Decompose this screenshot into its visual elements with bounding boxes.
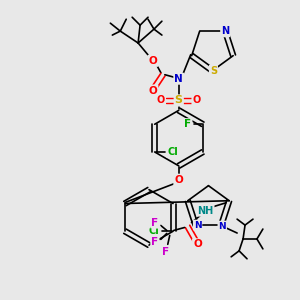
Text: S: S (175, 95, 183, 106)
Text: F: F (151, 218, 158, 227)
Text: F: F (184, 119, 191, 129)
Text: Cl: Cl (149, 226, 160, 236)
Text: O: O (148, 56, 157, 66)
Text: F: F (162, 247, 169, 257)
Text: N: N (174, 74, 183, 84)
Text: O: O (174, 175, 183, 185)
Text: N: N (194, 220, 201, 230)
Text: O: O (148, 85, 157, 96)
Text: O: O (192, 95, 201, 106)
Text: N: N (221, 26, 229, 36)
Text: S: S (210, 66, 217, 76)
Text: Cl: Cl (167, 147, 178, 157)
Text: N: N (218, 222, 226, 231)
Text: F: F (151, 237, 158, 247)
Text: O: O (193, 239, 202, 249)
Text: O: O (157, 95, 165, 106)
Text: NH: NH (197, 206, 214, 216)
